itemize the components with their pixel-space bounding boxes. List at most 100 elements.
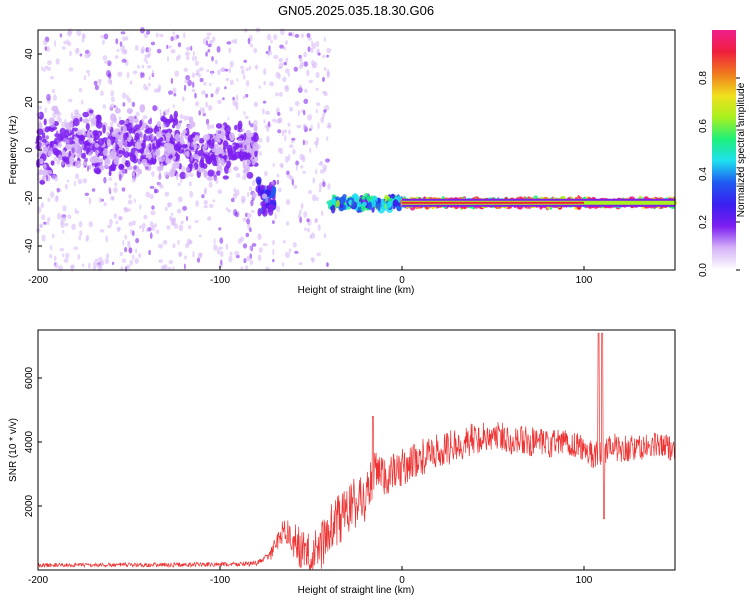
spectrogram-cell [256,179,262,187]
spectrogram-cell [81,128,86,133]
spectrogram-cell [250,199,254,207]
spectrogram-cell [138,253,142,258]
spectrogram-cell [132,230,135,237]
spectrogram-cell [104,258,110,264]
spectrogram-cell [186,115,191,121]
spectrogram-cell [244,144,247,151]
colorbar-gradient [712,30,736,270]
spectrogram-cell [295,160,299,166]
spectrogram-cell [291,137,296,141]
spectrogram-cell [302,123,307,131]
spectrogram-cell [51,118,54,123]
spectrogram-cell [265,196,269,203]
spectrogram-cell [42,146,49,151]
spectrogram-cell [227,208,231,213]
spectrogram-cell [303,98,309,105]
spectrogram-cell [310,257,314,261]
spectrogram-cell [134,132,140,139]
spectrogram-cell [245,67,249,72]
spectrogram-cell [293,66,298,72]
spectrogram-cell [207,43,212,48]
spectrogram-cell [126,264,131,269]
spectrogram-cell [246,212,252,219]
spectrogram-cell [210,70,213,76]
spectrogram-cell [108,139,112,147]
spectrogram-cell [326,69,330,77]
spectrogram-cell [192,50,195,57]
spectrogram-cell [50,147,53,153]
spectrogram-cell [40,202,45,209]
spectrogram-cell [64,118,67,126]
spectrogram-cell [120,31,126,35]
spectrogram-cell [156,48,162,54]
spectrogram-cell [102,124,106,134]
spectrogram-cell [184,171,189,179]
spectrogram-cell [143,58,147,62]
spectrogram-cell [192,55,195,62]
spectrogram-cell [391,193,395,199]
spectrogram-cell [218,246,223,250]
spectrogram-cell [257,233,262,240]
snr-panel: -200 -100 0 100 2000 4000 6000 Height of stra… [8,329,676,596]
spectrogram-cell [326,54,329,58]
spectrogram-cell [232,99,237,107]
spectrogram-cell [303,61,308,67]
spectrogram-cell [115,133,122,139]
spectrogram-cell [267,50,273,56]
spectrogram-cell [195,101,200,107]
spectrogram-cell [312,42,317,49]
spectrogram-cell [199,77,204,83]
spectrogram-cell [202,38,207,45]
spectrogram-cell [300,165,304,169]
spectrogram-cell [121,134,124,138]
spectrogram-cell [248,65,252,71]
spectrogram-cell [137,158,142,165]
spectrogram-cell [158,259,163,264]
spectrogram-cell [179,135,184,145]
spectrogram-cell [253,101,259,108]
spectrogram-cell [276,118,282,124]
spectrogram-cell [102,55,108,61]
spectrogram-cell [106,253,110,259]
spectrogram-cell [132,175,137,181]
spectrogram-cell [130,228,133,235]
spectrogram-cell [170,212,174,216]
spectrogram-cell [275,71,280,79]
spectrogram-cell [88,262,91,269]
spectrogram-cell [129,80,133,85]
spectrogram-cell [93,80,98,86]
spectrogram-cell [154,223,157,228]
spectrogram-cell [191,165,196,171]
spectrogram-cell [306,218,310,223]
spectrogram-cell [88,109,94,114]
spectrogram-cell [197,252,202,260]
spectrogram-cell [198,110,201,116]
spectrogram-cell [331,197,336,205]
spectrogram-cell [297,213,301,219]
spectrogram-cell [303,211,308,218]
spectrogram-xtick-label: -200 [28,275,48,286]
spectrogram-cell [228,47,232,53]
spectrogram-cell [133,198,136,203]
spectrogram-cell [126,132,129,137]
spectrogram-cell [36,177,41,182]
spectrogram-cell [65,122,73,130]
spectrogram-cell [317,122,320,130]
spectrogram-cell [97,138,105,147]
spectrogram-cell [47,217,51,222]
spectrogram-cell [323,67,327,72]
spectrogram-cell [96,119,100,126]
spectrogram-cell [110,103,115,108]
spectrogram-cell [217,145,221,152]
spectrogram-cell [222,97,225,101]
spectrogram-cell [145,166,149,171]
spectrogram-cell [166,225,171,230]
spectrogram-cell [272,239,275,246]
spectrogram-cell [207,104,213,111]
spectrogram-cell [151,69,155,76]
spectrogram-cell [91,188,96,192]
spectrogram-cell [102,147,105,151]
spectrogram-cell [318,188,322,193]
spectrogram-cell [105,235,108,243]
spectrogram-cell [253,119,258,126]
